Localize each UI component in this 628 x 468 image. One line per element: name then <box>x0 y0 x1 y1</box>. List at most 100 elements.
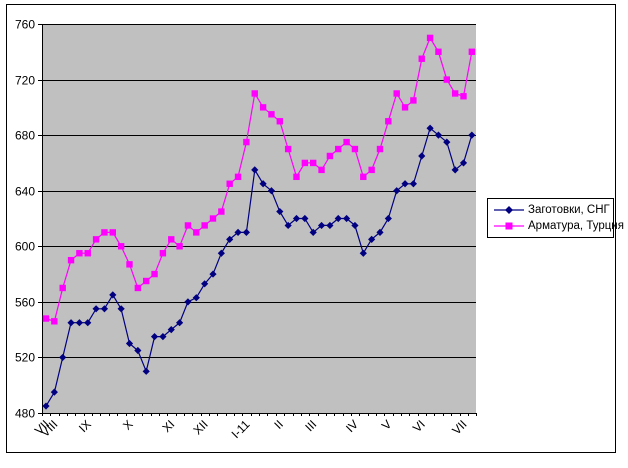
diamond-marker-icon <box>267 187 276 195</box>
square-marker-icon <box>92 236 100 243</box>
y-tick-label: 520 <box>15 351 35 365</box>
diamond-marker-icon <box>451 166 459 174</box>
y-tick-label: 480 <box>15 407 35 421</box>
diamond-marker-icon <box>184 298 192 306</box>
diamond-marker-icon <box>334 214 342 223</box>
diamond-marker-icon <box>459 159 468 167</box>
square-marker-icon <box>284 145 292 153</box>
square-marker-icon <box>226 180 233 187</box>
diamond-marker-icon <box>376 228 384 236</box>
legend-item-armatura: Арматура, Турция <box>493 219 624 233</box>
y-tick-label: 560 <box>15 296 35 310</box>
square-marker-icon <box>410 97 417 104</box>
diamond-marker-icon <box>142 367 150 375</box>
diamond-marker-icon <box>384 214 392 223</box>
square-marker-icon <box>209 215 217 222</box>
diamond-marker-icon <box>317 221 326 230</box>
square-marker-icon <box>143 277 150 285</box>
x-tick-label: IV <box>343 417 361 435</box>
square-marker-icon <box>460 93 467 100</box>
y-tick-label: 600 <box>15 240 35 254</box>
x-tick-label: VI <box>410 417 428 435</box>
diamond-marker-icon <box>226 235 234 243</box>
square-marker-icon <box>443 76 450 83</box>
x-tick-label: VII <box>449 417 469 437</box>
square-marker-icon <box>159 250 167 257</box>
square-marker-icon <box>109 229 116 236</box>
square-marker-icon <box>42 315 50 322</box>
square-marker-icon <box>201 222 208 229</box>
square-marker-icon <box>351 145 359 153</box>
diamond-marker-icon <box>351 221 359 230</box>
diamond-marker-icon <box>201 280 209 288</box>
x-tick-label: X <box>120 417 136 433</box>
diamond-marker-icon <box>259 180 267 188</box>
legend-item-zagotovki: Заготовки, СНГ <box>493 203 610 217</box>
square-marker-icon <box>259 104 267 111</box>
diamond-marker-icon <box>84 319 92 327</box>
square-marker-icon <box>376 145 384 153</box>
diamond-marker-icon <box>109 291 117 299</box>
x-tick-label: I-11 <box>229 417 253 441</box>
plot-area <box>42 24 476 413</box>
x-tick-label: XII <box>190 417 210 437</box>
square-marker-icon <box>176 243 183 250</box>
diamond-marker-icon <box>284 221 292 230</box>
diamond-marker-icon <box>234 228 242 236</box>
legend-diamond-marker-icon <box>494 206 524 214</box>
diamond-marker-icon <box>292 214 301 223</box>
square-marker-icon <box>276 118 283 125</box>
square-marker-icon <box>184 222 192 229</box>
x-tick-label: III <box>302 417 319 434</box>
diamond-marker-icon <box>209 270 217 278</box>
square-marker-icon <box>168 236 175 243</box>
square-marker-icon <box>426 34 434 42</box>
legend-square-marker-icon <box>494 222 524 230</box>
square-marker-icon <box>335 145 342 153</box>
series-zagotovki-sng <box>42 124 476 410</box>
diamond-marker-icon <box>276 207 284 216</box>
square-marker-icon <box>251 90 258 97</box>
diamond-marker-icon <box>100 305 109 313</box>
square-marker-icon <box>310 159 317 167</box>
diamond-marker-icon <box>59 353 67 362</box>
square-marker-icon <box>418 55 425 62</box>
square-marker-icon <box>59 284 66 292</box>
legend-label-zagotovki: Заготовки, СНГ <box>528 204 610 216</box>
square-marker-icon <box>468 48 476 55</box>
diamond-marker-icon <box>150 332 159 341</box>
square-marker-icon <box>76 250 83 257</box>
square-marker-icon <box>385 118 392 125</box>
diamond-marker-icon <box>251 166 259 174</box>
diamond-marker-icon <box>301 214 309 223</box>
square-marker-icon <box>343 138 350 146</box>
series-line <box>45 36 473 323</box>
square-marker-icon <box>360 173 367 181</box>
diamond-marker-icon <box>159 332 167 341</box>
diamond-marker-icon <box>368 235 376 243</box>
x-tick-label: II <box>271 417 286 432</box>
diamond-marker-icon <box>434 131 443 139</box>
diamond-marker-icon <box>309 228 317 236</box>
square-marker-icon <box>193 229 200 236</box>
square-marker-icon <box>218 208 225 215</box>
square-marker-icon <box>51 318 58 325</box>
square-marker-icon <box>67 256 75 264</box>
diamond-marker-icon <box>192 294 200 302</box>
square-marker-icon <box>234 173 242 181</box>
diamond-marker-icon <box>134 346 142 355</box>
diamond-marker-icon <box>401 180 409 188</box>
diamond-marker-icon <box>242 228 250 236</box>
square-marker-icon <box>84 250 91 257</box>
y-tick-label: 680 <box>15 129 35 143</box>
diamond-marker-icon <box>176 319 184 327</box>
diamond-marker-icon <box>217 249 225 257</box>
diamond-marker-icon <box>67 319 75 327</box>
diamond-marker-icon <box>167 326 175 334</box>
square-marker-icon <box>326 152 334 160</box>
square-marker-icon <box>301 159 309 167</box>
x-tick-label: IX <box>76 417 94 435</box>
